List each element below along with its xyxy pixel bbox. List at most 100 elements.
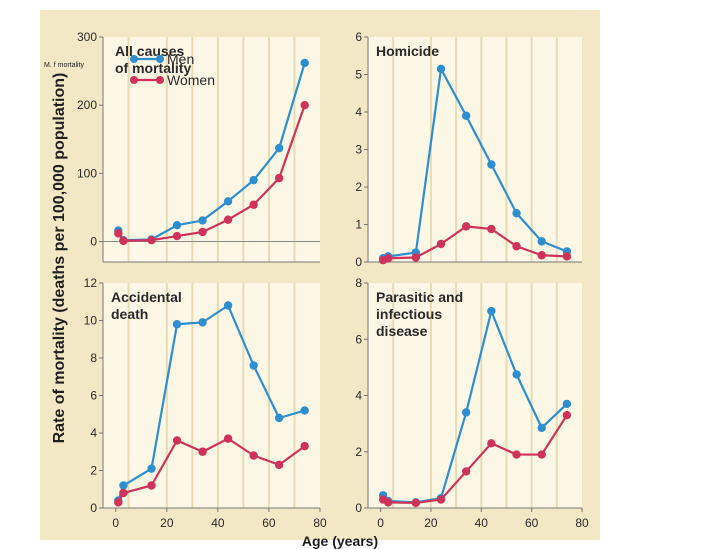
data-point-men	[512, 370, 521, 379]
data-point-women	[562, 410, 572, 420]
data-point-men	[487, 160, 496, 169]
plot-area	[368, 37, 582, 262]
panel-title-line: All causes	[115, 43, 184, 59]
data-point-women	[537, 450, 546, 459]
data-point-men	[249, 361, 258, 370]
panel-title-line: infectious	[376, 306, 442, 322]
data-point-women	[147, 235, 156, 245]
y-tick-label: 6	[355, 332, 362, 346]
x-tick-label: 20	[160, 516, 174, 530]
data-point-women	[383, 254, 393, 263]
y-tick-label: 12	[84, 276, 98, 290]
data-point-women	[487, 439, 496, 448]
slide-note: M. f mortality	[44, 62, 85, 69]
data-point-women	[147, 481, 156, 490]
y-tick-label: 0	[90, 235, 97, 249]
plot-area	[103, 37, 320, 262]
data-point-women	[383, 498, 393, 507]
x-tick-label: 40	[211, 516, 225, 530]
data-point-women	[198, 447, 207, 456]
data-point-men	[274, 143, 284, 153]
data-point-men	[562, 399, 572, 409]
y-tick-label: 8	[90, 351, 97, 365]
data-point-women	[562, 252, 572, 261]
y-tick-label: 8	[355, 276, 362, 290]
data-point-men	[461, 408, 471, 417]
y-tick-label: 2	[355, 445, 362, 459]
data-point-women	[512, 450, 521, 459]
panel-title-line: Parasitic and	[376, 289, 463, 305]
data-point-men	[198, 318, 207, 327]
x-tick-label: 40	[475, 516, 489, 530]
panel-title-line: death	[111, 306, 148, 322]
panel-title-line: Homicide	[376, 43, 439, 59]
x-tick-label: 20	[424, 516, 438, 530]
data-point-men	[300, 58, 309, 68]
data-point-men	[436, 64, 446, 74]
data-point-women	[114, 498, 123, 507]
data-point-men	[274, 413, 284, 423]
y-tick-label: 3	[355, 143, 362, 157]
data-point-women	[119, 488, 128, 498]
legend: Men Women	[130, 51, 215, 88]
data-point-women	[223, 215, 233, 224]
data-point-women	[198, 227, 207, 237]
data-point-women	[172, 436, 182, 445]
y-tick-label: 1	[355, 218, 362, 232]
data-point-men	[300, 406, 309, 415]
plot-area	[103, 283, 320, 508]
legend-marker-women	[156, 76, 164, 84]
data-point-men	[537, 237, 546, 246]
panel-title-line: Accidental	[111, 289, 182, 305]
data-point-women	[300, 100, 309, 110]
data-point-men	[537, 423, 546, 433]
legend-marker-men	[130, 55, 138, 63]
data-point-women	[119, 236, 128, 246]
data-point-men	[172, 320, 182, 329]
y-tick-label: 2	[90, 464, 97, 478]
y-tick-label: 200	[77, 98, 97, 112]
y-tick-label: 100	[77, 166, 97, 180]
y-tick-label: 6	[90, 389, 97, 403]
chart-panel-2: 0 1 2 3 4 5 6 Homicide	[355, 30, 582, 269]
data-point-women	[274, 460, 284, 470]
data-point-men	[487, 306, 496, 316]
legend-label-men: Men	[167, 51, 194, 67]
y-tick-label: 300	[77, 30, 97, 44]
data-point-women	[223, 434, 233, 443]
data-point-men	[461, 111, 471, 120]
data-point-women	[461, 467, 471, 476]
y-tick-label: 10	[84, 314, 98, 328]
data-point-men	[147, 464, 156, 473]
data-point-women	[114, 229, 123, 238]
data-point-men	[223, 301, 233, 310]
plot-area	[368, 283, 582, 508]
data-point-women	[172, 231, 182, 241]
legend-label-women: Women	[167, 72, 215, 88]
y-tick-label: 0	[90, 501, 97, 515]
legend-marker-women	[130, 76, 138, 84]
data-point-women	[274, 173, 284, 183]
data-point-women	[487, 224, 496, 234]
y-tick-label: 4	[90, 426, 97, 440]
data-point-men	[198, 216, 207, 225]
data-point-women	[512, 242, 521, 251]
y-tick-label: 4	[355, 389, 362, 403]
data-point-men	[223, 197, 233, 206]
y-tick-label: 6	[355, 30, 362, 44]
y-tick-label: 5	[355, 68, 362, 82]
data-point-men	[249, 175, 258, 185]
y-tick-label: 0	[355, 255, 362, 269]
data-point-men	[172, 220, 182, 230]
panel-title-line: of mortality	[115, 60, 191, 76]
data-point-women	[249, 451, 258, 460]
legend-marker-men	[156, 55, 164, 63]
x-tick-label: 0	[112, 516, 119, 530]
x-tick-label: 80	[575, 516, 589, 530]
x-tick-label: 60	[525, 516, 539, 530]
data-point-women	[461, 222, 471, 231]
